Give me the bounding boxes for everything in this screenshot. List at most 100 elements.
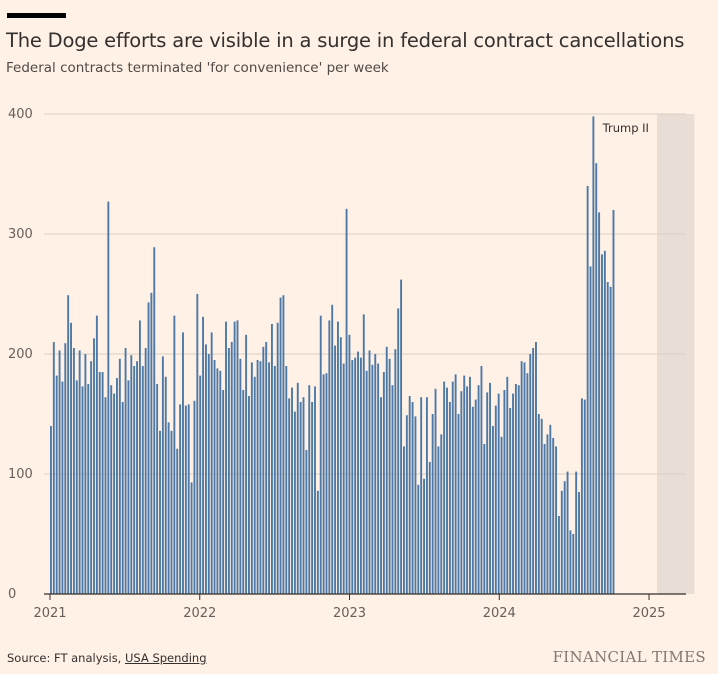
bar: [67, 295, 70, 594]
bar: [207, 354, 210, 594]
bar: [557, 516, 560, 594]
bar: [512, 393, 514, 594]
bar: [236, 320, 239, 594]
bar: [331, 304, 334, 594]
bar: [219, 370, 222, 594]
y-tick-label: 400: [8, 107, 33, 122]
bar: [403, 446, 405, 594]
bar: [586, 186, 589, 594]
bar: [431, 414, 434, 594]
bar: [388, 358, 391, 594]
bar: [552, 438, 555, 594]
bar: [225, 321, 227, 594]
bar: [222, 390, 225, 594]
bar: [256, 360, 259, 594]
bar: [368, 350, 371, 594]
bar: [55, 375, 58, 594]
bar: [265, 342, 268, 594]
bar: [469, 376, 471, 594]
bar: [486, 392, 489, 594]
bar: [529, 354, 532, 594]
bar: [371, 364, 374, 594]
bar: [161, 356, 164, 594]
bar: [127, 380, 130, 594]
ft-top-rule: [7, 13, 66, 18]
bar: [471, 406, 474, 594]
bar: [204, 344, 207, 594]
bar: [589, 266, 592, 594]
bar: [601, 254, 603, 594]
bar: [296, 382, 299, 594]
bar: [598, 212, 601, 594]
bar: [270, 324, 273, 594]
bar: [130, 355, 133, 594]
bar-chart: 0 100 200 300 400 Trump II 2021 2022 2023 2024 202…: [8, 107, 695, 621]
bar: [124, 348, 127, 594]
bar: [423, 478, 425, 594]
bar: [78, 350, 81, 594]
bar: [414, 416, 417, 594]
bar: [70, 322, 72, 594]
bar: [480, 366, 483, 594]
bar: [288, 398, 291, 594]
bar: [311, 402, 314, 594]
bar: [285, 366, 288, 594]
bar: [417, 484, 420, 594]
bar: [293, 411, 296, 594]
bar: [526, 373, 529, 594]
bar: [451, 381, 454, 594]
bar: [299, 402, 302, 594]
bar: [357, 351, 359, 594]
bar: [50, 426, 52, 594]
bar: [497, 393, 500, 594]
bar: [104, 397, 107, 594]
bar: [210, 332, 213, 594]
bar: [348, 334, 351, 594]
bar: [489, 382, 492, 594]
bar: [52, 342, 55, 594]
bar: [227, 348, 230, 594]
bar: [90, 361, 93, 594]
bar: [374, 354, 377, 594]
bar: [308, 385, 311, 594]
bar: [233, 321, 236, 594]
bar: [434, 388, 437, 594]
bar: [362, 314, 365, 594]
bar: [546, 434, 549, 594]
bar: [506, 376, 509, 594]
usa-spending-link[interactable]: USA Spending: [125, 651, 207, 665]
bar: [182, 332, 184, 594]
bar: [61, 381, 64, 594]
bar: [500, 436, 503, 594]
bar: [279, 297, 282, 594]
bar: [517, 385, 520, 594]
bar: [95, 315, 98, 594]
bar: [457, 414, 460, 594]
bar: [535, 342, 537, 594]
bar: [428, 462, 431, 594]
bar: [569, 530, 572, 594]
bar: [365, 370, 368, 594]
x-tick-label: 2025: [632, 606, 665, 621]
y-tick-label: 200: [8, 347, 33, 362]
bar: [316, 490, 319, 594]
bar: [72, 348, 75, 594]
bar: [397, 308, 400, 594]
bar: [101, 372, 104, 594]
bar: [437, 446, 440, 594]
bar: [454, 374, 457, 594]
bar: [411, 402, 414, 594]
bar: [520, 361, 523, 594]
bar: [566, 471, 569, 594]
bar: [342, 363, 345, 594]
bar: [87, 384, 90, 594]
bar: [253, 376, 256, 594]
bar: [514, 384, 517, 594]
bar: [391, 385, 394, 594]
bar: [159, 430, 161, 594]
bar: [64, 343, 67, 594]
bar: [382, 372, 385, 594]
bar: [509, 408, 512, 594]
bar: [328, 320, 331, 594]
bar: [583, 399, 586, 594]
